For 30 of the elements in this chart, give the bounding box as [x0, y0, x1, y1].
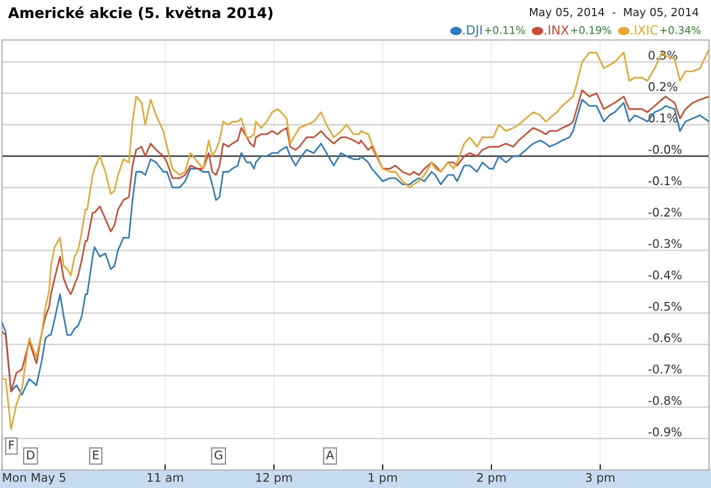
y-tick-label: -0.1%	[648, 176, 682, 186]
y-tick-label: -0.8%	[648, 396, 682, 405]
chart-title: Americké akcie (5. května 2014)	[8, 6, 272, 20]
annotation: D	[27, 450, 34, 460]
y-tick-label: -0.5%	[648, 302, 682, 311]
annotation: F	[9, 440, 14, 450]
legend-label: .INX	[544, 25, 569, 34]
text: +0.34%	[660, 26, 700, 34]
legend-label: .DJI	[463, 25, 482, 37]
annotation: A	[326, 450, 334, 460]
y-tick-label: -0.4%	[648, 270, 682, 280]
annotation: G	[214, 450, 222, 460]
text: +0.11%	[484, 26, 525, 34]
y-tick-label: -0.7%	[648, 364, 682, 374]
legend-label: .IXIC	[631, 25, 658, 35]
text: +0.19%	[571, 26, 612, 34]
y-tick-label: -0.2%	[648, 208, 682, 217]
y-tick-label: -0.9%	[648, 427, 682, 436]
chart-subtitle: May 05, 2014 - May 05, 2014	[530, 8, 698, 18]
x-tick-label: Mon May 5	[3, 473, 66, 484]
annotation: E	[93, 450, 99, 460]
y-tick-label: -0.3%	[648, 239, 682, 248]
y-tick-label: -0.0%	[648, 144, 682, 154]
x-tick-label: 12 pm	[256, 472, 292, 484]
x-tick-label: 3 pm	[586, 472, 614, 484]
x-tick-label: 11 am	[148, 473, 183, 482]
x-tick-label: 2 pm	[477, 472, 506, 484]
y-tick-label: 0.2%	[648, 82, 678, 92]
x-tick-label: 1 pm	[368, 473, 397, 484]
y-tick-label: -0.6%	[648, 333, 682, 342]
